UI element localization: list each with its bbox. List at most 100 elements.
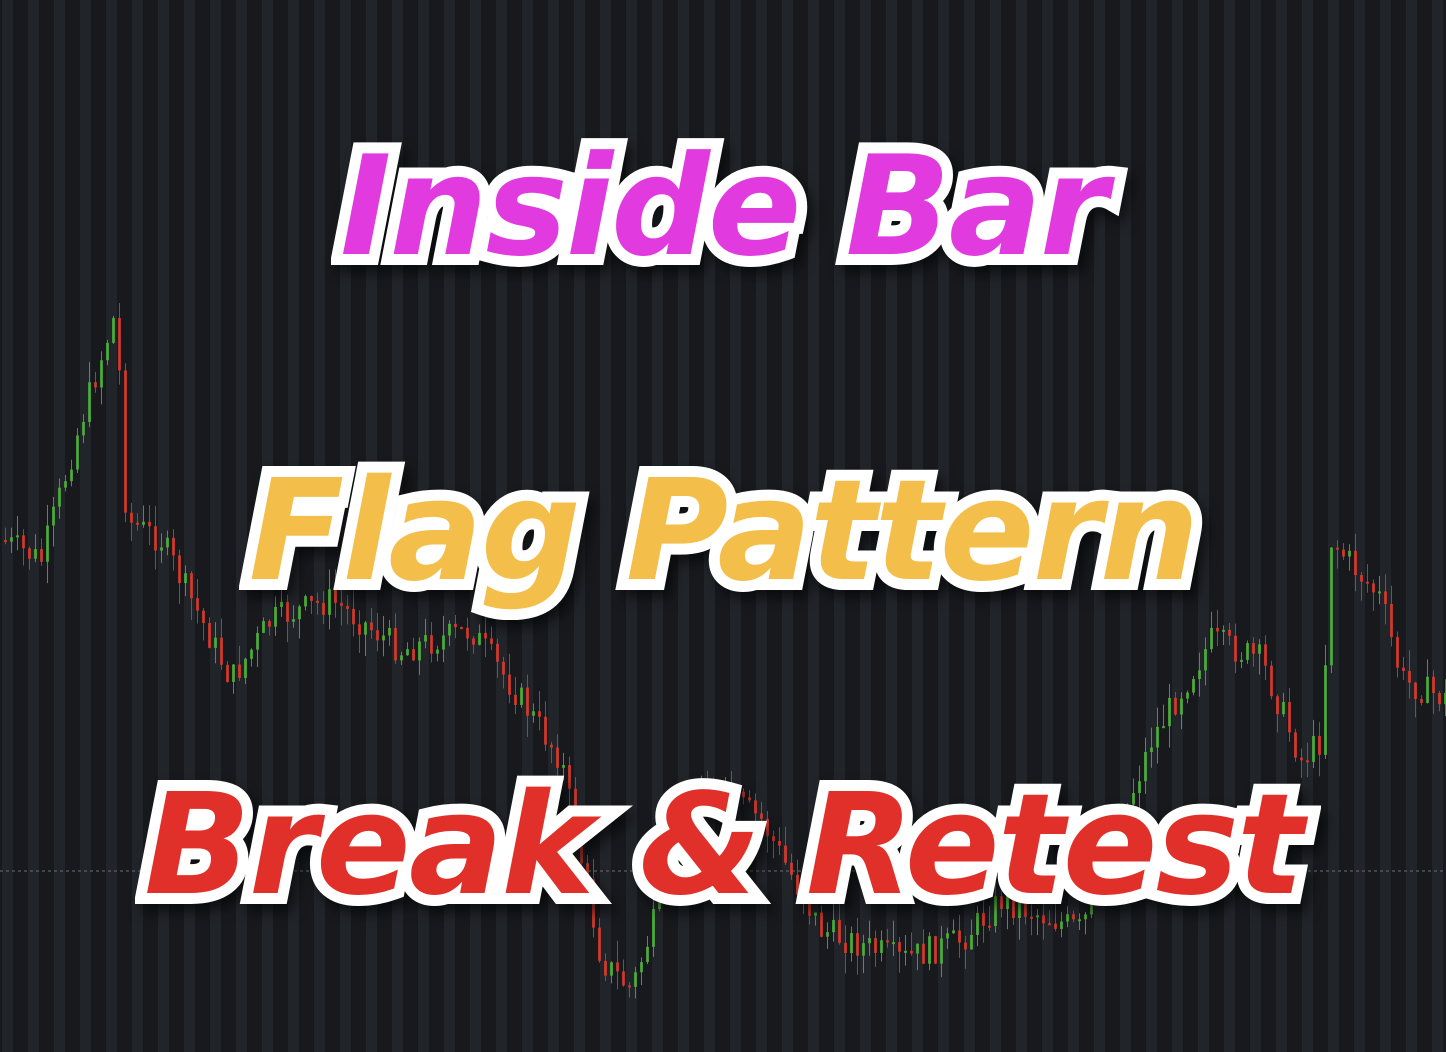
bearish-candle [628,985,631,988]
bearish-candle [358,624,361,635]
bullish-candle [1114,837,1117,865]
background-stripe [626,0,637,1052]
headline-flag-pattern: Flag Pattern [238,450,1211,613]
bullish-candle [388,627,391,636]
bullish-candle [112,317,115,343]
bearish-candle [1414,682,1417,700]
background-stripe [470,0,481,1052]
bearish-candle [334,589,337,603]
background-stripe [1068,0,1079,1052]
background-stripe [1380,0,1391,1052]
bearish-candle [118,317,121,371]
bullish-candle [904,950,907,953]
bearish-candle [1438,693,1441,705]
bullish-candle [262,621,265,633]
bullish-candle [1246,643,1249,660]
bearish-candle [544,716,547,745]
bearish-candle [316,600,319,603]
bullish-candle [1078,919,1081,922]
bearish-candle [556,747,559,768]
bullish-candle [724,782,727,785]
bearish-candle [1318,735,1321,755]
bearish-candle [1354,550,1357,576]
bullish-candle [1096,874,1099,894]
bullish-candle [1330,547,1333,666]
bullish-candle [46,525,49,562]
bearish-candle [874,938,877,953]
bullish-candle [1192,678,1195,693]
bearish-candle [1306,760,1309,763]
background-stripe [418,0,429,1052]
background-stripe [730,0,741,1052]
bullish-candle [1198,670,1201,679]
bearish-candle [172,537,175,556]
bearish-candle [1174,697,1177,715]
bullish-candle [640,962,643,973]
background-stripe [522,0,533,1052]
background-stripe [1172,0,1183,1052]
bearish-candle [838,920,841,943]
bearish-candle [1372,583,1375,593]
bearish-candle [94,382,97,388]
bearish-candle [964,942,967,950]
bearish-candle [508,674,511,695]
bearish-candle [412,649,415,661]
bullish-candle [1090,893,1093,915]
bearish-candle [370,622,373,631]
bullish-candle [214,637,217,648]
bearish-candle [910,950,913,954]
bullish-candle [694,792,697,819]
bullish-candle [1444,692,1446,705]
bearish-candle [550,744,553,748]
bearish-candle [1390,603,1393,638]
bearish-candle [1000,896,1003,909]
background-stripe [80,0,91,1052]
bullish-candle [1162,726,1165,729]
background-stripe [1302,0,1313,1052]
bearish-candle [1024,901,1027,917]
bearish-candle [202,610,205,624]
bearish-candle [958,930,961,943]
bullish-candle [1282,702,1285,715]
bearish-candle [490,638,493,644]
bullish-candle [442,635,445,650]
bearish-candle [1216,627,1219,632]
bearish-candle [580,837,583,864]
bullish-candle [448,623,451,636]
bearish-candle [856,933,859,956]
bearish-candle [766,818,769,837]
bullish-candle [664,875,667,892]
bullish-candle [1006,894,1009,909]
background-stripe [808,0,819,1052]
bullish-candle [424,635,427,642]
bearish-candle [922,943,925,964]
bullish-candle [256,632,259,650]
bearish-candle [1336,547,1339,550]
bullish-candle [1426,676,1429,703]
bearish-candle [568,765,571,789]
bullish-candle [1240,659,1243,662]
bearish-candle [598,927,601,961]
bearish-candle [130,512,133,523]
bullish-candle [1222,629,1225,632]
background-stripe [938,0,949,1052]
background-stripe [158,0,169,1052]
bearish-candle [898,942,901,952]
bearish-candle [1342,549,1345,557]
bearish-candle [886,940,889,943]
bullish-candle [1126,804,1129,834]
bearish-candle [124,370,127,513]
bearish-candle [1276,696,1279,715]
bullish-candle [1144,751,1147,782]
bearish-candle [1264,644,1267,666]
bullish-candle [406,649,409,656]
bearish-candle [340,602,343,606]
background-stripe [704,0,715,1052]
background-stripe [1224,0,1235,1052]
background-stripe [574,0,585,1052]
bullish-candle [946,933,949,939]
bullish-candle [1324,665,1327,755]
background-stripe [1120,0,1131,1052]
bearish-candle [1012,894,1015,918]
